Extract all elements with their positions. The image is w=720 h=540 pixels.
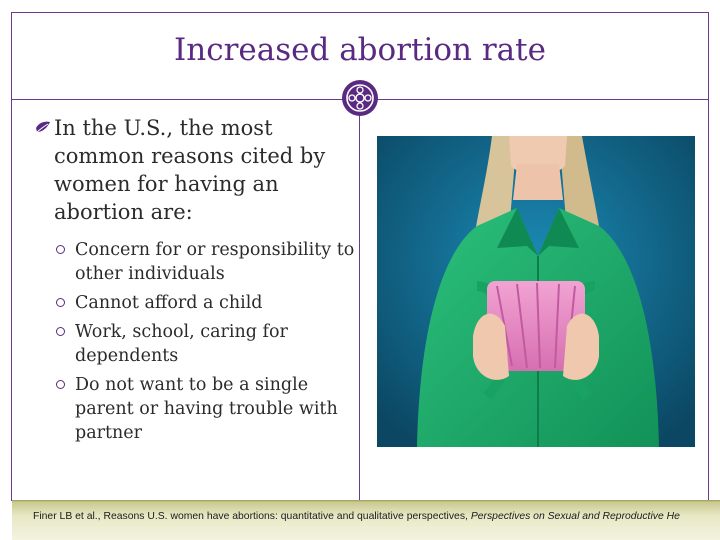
frame-top-border (11, 12, 709, 13)
ring-bullet-icon (56, 327, 65, 336)
main-bullet: In the U.S., the most common reasons cit… (30, 114, 360, 226)
sub-bullet: Work, school, caring for dependents (30, 320, 360, 368)
sub-bullet-text: Cannot afford a child (75, 293, 263, 313)
ornament-medallion-icon (342, 80, 378, 116)
bullet-content: In the U.S., the most common reasons cit… (30, 114, 360, 450)
ring-bullet-icon (56, 245, 65, 254)
sub-bullet-text: Do not want to be a single parent or hav… (75, 375, 338, 443)
ring-bullet-icon (56, 298, 65, 307)
ring-bullet-icon (56, 380, 65, 389)
slide-title: Increased abortion rate (174, 32, 546, 68)
column-divider (359, 114, 360, 500)
sub-bullet: Cannot afford a child (30, 291, 360, 315)
sub-bullet: Concern for or responsibility to other i… (30, 238, 360, 286)
citation-bar (12, 500, 720, 540)
citation-journal: Perspectives on Sexual and Reproductive … (470, 511, 680, 522)
photo-illustration (377, 136, 695, 447)
main-bullet-text: In the U.S., the most common reasons cit… (54, 116, 326, 224)
sub-bullet: Do not want to be a single parent or hav… (30, 373, 360, 445)
citation-text: Finer LB et al., Reasons U.S. women have… (33, 511, 471, 522)
frame-right-border (708, 12, 709, 500)
frame-left-border (11, 12, 12, 500)
leaf-bullet-icon (34, 121, 50, 135)
woman-holding-empty-wallet-photo (377, 136, 695, 447)
source-citation: Finer LB et al., Reasons U.S. women have… (33, 511, 720, 522)
sub-bullet-text: Concern for or responsibility to other i… (75, 240, 355, 284)
sub-bullet-text: Work, school, caring for dependents (75, 322, 288, 366)
sub-bullet-list: Concern for or responsibility to other i… (30, 238, 360, 445)
